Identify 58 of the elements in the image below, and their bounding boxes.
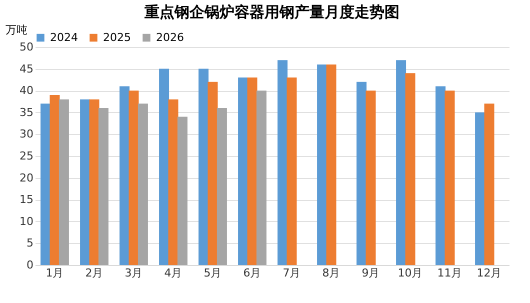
y-tick-label: 35 [20,106,34,119]
bar [286,78,297,265]
bar [238,78,248,265]
bar [198,68,209,265]
y-tick-label: 15 [20,193,34,206]
bar [58,99,69,265]
bar [168,99,178,265]
y-tick-label: 0 [26,258,34,272]
y-tick-label: 45 [20,62,34,76]
x-tick-label: 4月 [164,266,182,280]
bar [80,99,90,265]
y-tick-label: 5 [26,236,34,250]
bar [326,64,336,265]
x-tick-label: 1月 [46,266,64,280]
x-tick-label: 5月 [204,266,222,280]
bar [120,86,130,265]
x-tick-label: 7月 [282,266,301,280]
bar [159,68,170,265]
bar [89,99,100,265]
y-tick-label: 30 [20,128,34,141]
bar [405,73,416,265]
bar [278,60,288,265]
bar [484,104,494,265]
x-tick-label: 8月 [322,266,340,280]
bar [98,108,108,265]
bar [396,60,406,265]
bar [50,94,60,265]
legend-label: 2025 [103,30,131,44]
x-tick-label: 12月 [476,266,502,280]
x-tick-label: 11月 [437,266,462,280]
bar [40,104,51,265]
x-tick-label: 10月 [398,266,423,280]
x-tick-label: 3月 [124,266,143,280]
y-tick-label: 10 [20,214,34,228]
x-tick-label: 2月 [85,266,104,280]
bar [138,104,148,265]
bar [436,86,446,265]
y-axis-title: 万吨 [6,24,28,36]
bar [317,64,328,265]
bar [256,90,266,265]
y-tick-label: 20 [20,171,34,184]
bar [444,90,455,265]
bar [208,82,218,265]
x-tick-label: 6月 [243,266,262,280]
y-tick-label: 40 [20,84,34,98]
chart-title: 重点钢企锅炉容器用钢产量月度走势图 [144,3,400,21]
bar [216,108,227,265]
y-tick-label: 50 [20,40,34,54]
bar [356,82,367,265]
x-tick-label: 9月 [362,266,380,280]
bar [177,116,188,265]
bar [475,112,486,265]
legend-label: 2026 [156,30,184,44]
bar [247,78,258,265]
bar [128,90,139,265]
bar [366,90,376,265]
legend-label: 2024 [50,30,78,44]
y-tick-label: 25 [20,150,34,162]
